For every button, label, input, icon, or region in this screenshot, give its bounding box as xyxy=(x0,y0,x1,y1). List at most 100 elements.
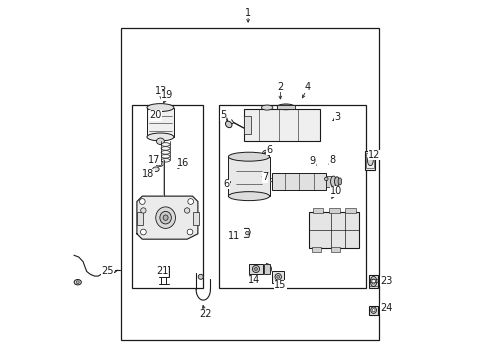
Text: 8: 8 xyxy=(328,155,334,165)
Ellipse shape xyxy=(245,231,249,235)
Ellipse shape xyxy=(155,207,175,228)
Bar xyxy=(365,151,375,170)
Text: 6: 6 xyxy=(266,144,272,154)
Ellipse shape xyxy=(156,161,163,166)
Ellipse shape xyxy=(262,150,269,157)
Text: 7: 7 xyxy=(261,172,267,183)
Ellipse shape xyxy=(371,279,375,284)
Ellipse shape xyxy=(161,143,170,146)
Bar xyxy=(312,208,323,213)
Ellipse shape xyxy=(76,281,79,284)
Ellipse shape xyxy=(147,133,174,141)
Ellipse shape xyxy=(371,309,374,312)
Ellipse shape xyxy=(160,211,171,224)
Bar xyxy=(308,212,359,248)
Text: 22: 22 xyxy=(199,309,211,319)
Ellipse shape xyxy=(261,105,272,110)
Ellipse shape xyxy=(74,279,81,285)
Bar xyxy=(311,247,320,252)
Bar xyxy=(137,212,143,225)
Ellipse shape xyxy=(330,176,336,187)
Text: 2: 2 xyxy=(277,82,283,92)
Ellipse shape xyxy=(324,177,327,181)
Ellipse shape xyxy=(264,152,267,156)
Text: 24: 24 xyxy=(379,303,391,314)
Ellipse shape xyxy=(370,307,376,314)
Bar xyxy=(277,105,294,109)
Ellipse shape xyxy=(252,265,259,273)
Ellipse shape xyxy=(147,104,174,112)
Bar xyxy=(244,116,250,134)
Bar xyxy=(344,208,355,213)
Bar xyxy=(228,157,269,196)
Ellipse shape xyxy=(161,158,170,162)
Bar xyxy=(366,153,373,168)
Ellipse shape xyxy=(337,178,341,185)
Text: 3: 3 xyxy=(334,112,340,122)
Bar xyxy=(244,109,319,141)
Bar xyxy=(219,105,366,288)
Text: 21: 21 xyxy=(156,266,168,276)
Ellipse shape xyxy=(276,275,279,278)
Ellipse shape xyxy=(198,274,203,279)
Ellipse shape xyxy=(277,104,294,110)
Ellipse shape xyxy=(162,268,166,275)
Bar xyxy=(272,271,284,283)
Bar xyxy=(263,264,269,274)
Ellipse shape xyxy=(231,177,235,181)
Bar xyxy=(192,212,199,225)
Ellipse shape xyxy=(152,167,159,172)
Text: 10: 10 xyxy=(329,186,342,197)
Bar xyxy=(147,108,174,137)
Ellipse shape xyxy=(158,162,162,165)
Ellipse shape xyxy=(161,147,170,150)
Bar xyxy=(330,247,339,252)
Text: 6: 6 xyxy=(223,179,229,189)
Ellipse shape xyxy=(187,199,193,204)
Bar xyxy=(325,176,331,187)
Ellipse shape xyxy=(274,274,281,280)
Text: 23: 23 xyxy=(379,276,391,286)
Text: 13: 13 xyxy=(155,86,167,96)
Ellipse shape xyxy=(163,215,168,220)
Ellipse shape xyxy=(161,150,170,154)
Ellipse shape xyxy=(228,152,269,161)
Ellipse shape xyxy=(369,276,376,287)
Ellipse shape xyxy=(255,173,262,180)
Ellipse shape xyxy=(254,267,257,270)
Ellipse shape xyxy=(257,175,260,178)
Bar xyxy=(249,264,262,274)
Text: 25: 25 xyxy=(101,266,114,276)
Polygon shape xyxy=(137,196,198,239)
Text: 16: 16 xyxy=(177,158,189,168)
Ellipse shape xyxy=(280,105,291,109)
Ellipse shape xyxy=(228,192,269,201)
Text: 9: 9 xyxy=(309,156,315,166)
Text: 5: 5 xyxy=(220,111,225,121)
Ellipse shape xyxy=(184,208,189,213)
Bar xyxy=(131,105,203,288)
Ellipse shape xyxy=(229,175,237,183)
Bar xyxy=(368,275,378,288)
Text: 20: 20 xyxy=(149,111,162,121)
Text: 19: 19 xyxy=(161,90,173,100)
Ellipse shape xyxy=(141,208,146,213)
Text: 1: 1 xyxy=(244,8,251,18)
Ellipse shape xyxy=(156,138,164,144)
Bar xyxy=(121,28,378,339)
Bar xyxy=(159,266,169,277)
Ellipse shape xyxy=(225,121,231,128)
Text: 11: 11 xyxy=(228,231,240,241)
Text: 12: 12 xyxy=(367,150,380,160)
Ellipse shape xyxy=(334,177,339,186)
Text: 4: 4 xyxy=(304,82,310,93)
Text: 17: 17 xyxy=(148,154,160,165)
Text: 15: 15 xyxy=(274,280,286,290)
Ellipse shape xyxy=(161,154,170,158)
Bar xyxy=(272,173,325,190)
Bar xyxy=(368,306,377,315)
Bar xyxy=(328,208,339,213)
Ellipse shape xyxy=(139,199,145,204)
Ellipse shape xyxy=(187,229,192,235)
Ellipse shape xyxy=(140,229,146,235)
